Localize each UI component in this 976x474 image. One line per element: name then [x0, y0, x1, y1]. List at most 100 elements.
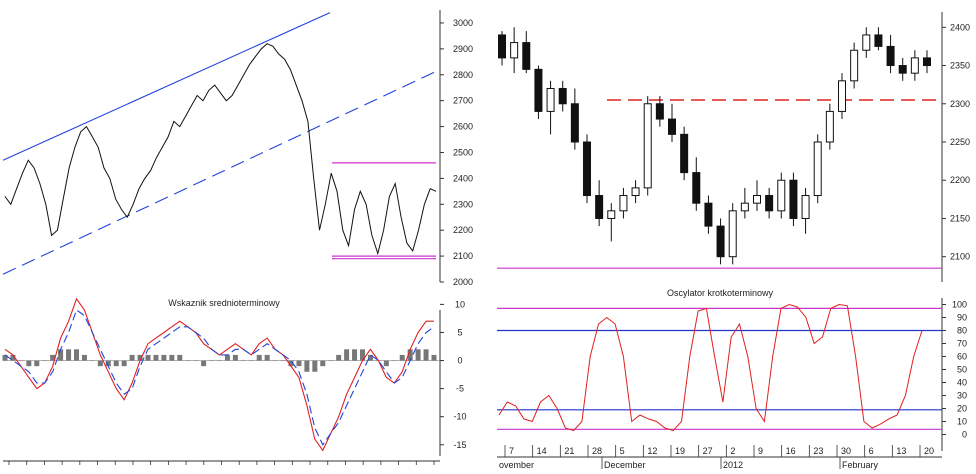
right-x-tick-label: 20	[924, 446, 934, 456]
left-price-tick-label: 2100	[453, 251, 473, 261]
histogram-bar	[336, 354, 342, 361]
candle-up	[801, 195, 810, 219]
left-indicator-tick-label: -5	[456, 384, 464, 394]
histogram-bar	[26, 360, 32, 367]
left-indicator-tick-label: -10	[453, 412, 466, 422]
right-x-tick-label: 9	[758, 446, 763, 456]
right-oscillator-tick-label: 70	[957, 339, 967, 349]
candle-up	[619, 195, 628, 212]
indicator-red-line	[4, 297, 434, 452]
left-price-tick-label: 2400	[453, 173, 473, 183]
right-price-tick-label: 2400	[950, 22, 970, 32]
left-indicator-tick-label: -15	[453, 440, 466, 450]
histogram-bar	[248, 360, 254, 362]
candle-down	[704, 202, 713, 227]
histogram-bar	[153, 354, 159, 361]
candle-down	[595, 195, 604, 219]
histogram-bar	[113, 360, 119, 367]
right-price-tick-label: 2300	[950, 99, 970, 109]
candle-up	[838, 80, 846, 112]
histogram-bar	[10, 354, 16, 361]
right-oscillator-tick-label: 60	[957, 352, 967, 362]
right-oscillator-tick-label: 30	[957, 391, 967, 401]
candle-up	[510, 42, 519, 59]
histogram-bar	[74, 349, 79, 361]
candle-down	[534, 68, 543, 112]
candle-down	[789, 179, 798, 219]
histogram-bar	[105, 360, 111, 367]
histogram-bar	[415, 349, 421, 361]
right-oscillator-tick-label: 40	[957, 378, 967, 388]
histogram-bar	[272, 360, 278, 362]
histogram-bar	[296, 360, 302, 367]
candle-up	[643, 103, 652, 189]
candle-down	[570, 103, 579, 143]
histogram-bar	[2, 354, 8, 361]
month-label: February	[842, 460, 879, 470]
indicator-blue-line	[4, 309, 435, 446]
histogram-bar	[169, 354, 175, 361]
histogram-bar	[367, 354, 373, 361]
left-price-tick-label: 3000	[453, 18, 473, 28]
right-oscillator-tick-label: 100	[952, 300, 967, 310]
left-price-panel: 2000 2100 2200 2300 2400 2500 2600 2700 2800 2900…	[2, 10, 473, 287]
candle-down	[655, 103, 664, 120]
right-oscillator-tick-label: 50	[957, 365, 967, 375]
left-price-tick-label: 2600	[453, 122, 473, 132]
candle-up	[777, 179, 786, 212]
histogram-bar	[328, 360, 334, 362]
histogram-bar	[145, 354, 151, 361]
right-x-tick-label: 19	[675, 446, 685, 456]
histogram-bar	[407, 349, 413, 361]
candle-up	[740, 202, 749, 212]
candle-up	[607, 210, 616, 219]
right-x-tick-label: 23	[813, 446, 823, 456]
right-x-tick-label: 7	[509, 446, 514, 456]
right-x-tick-label: 16	[786, 446, 796, 456]
left-price-series-line	[4, 43, 437, 256]
histogram-bar	[304, 360, 310, 372]
histogram-bar	[89, 360, 95, 362]
histogram-bar	[209, 360, 215, 362]
right-x-tick-label: 13	[896, 446, 906, 456]
histogram-bar	[280, 360, 286, 362]
histogram-bar	[360, 349, 365, 361]
left-price-tick-label: 2900	[453, 44, 473, 54]
right-x-tick-label: 30	[841, 446, 851, 456]
histogram-bar	[18, 360, 24, 362]
right-x-tick-label: 14	[537, 446, 547, 456]
histogram-bar	[312, 360, 318, 372]
right-price-tick-label: 2250	[950, 137, 970, 147]
histogram-bar	[320, 360, 326, 367]
left-price-tick-label: 2700	[453, 96, 473, 106]
histogram-bar	[383, 360, 389, 367]
left-indicator-tick-label: 0	[457, 356, 462, 366]
histogram-bar	[42, 360, 48, 362]
candle-up	[825, 110, 834, 143]
candle-up	[813, 141, 822, 197]
left-price-tick-label: 2800	[453, 70, 473, 80]
candle-down	[898, 65, 907, 74]
histogram-bar	[185, 360, 191, 362]
candle-down	[874, 34, 883, 47]
histogram-bar	[193, 360, 199, 362]
right-oscillator-tick-label: 90	[957, 313, 967, 323]
histogram-bar	[58, 349, 64, 361]
left-price-tick-label: 2200	[453, 225, 473, 235]
right-x-tick-label: 27	[703, 446, 713, 456]
histogram-bar	[224, 354, 230, 361]
candle-down	[886, 45, 895, 67]
month-label: ovember	[499, 460, 534, 470]
right-x-tick-label: 28	[592, 446, 602, 456]
left-price-tick-label: 2300	[453, 199, 473, 209]
histogram-bar	[399, 354, 405, 361]
right-oscillator-tick-label: 0	[962, 430, 967, 440]
histogram-bar	[256, 354, 262, 361]
histogram-bar	[240, 360, 246, 362]
histogram-bar	[81, 354, 87, 361]
month-label: December	[604, 460, 646, 470]
histogram-bar	[137, 354, 143, 361]
right-x-tick-label: 2	[730, 446, 735, 456]
candle-up	[910, 57, 919, 74]
